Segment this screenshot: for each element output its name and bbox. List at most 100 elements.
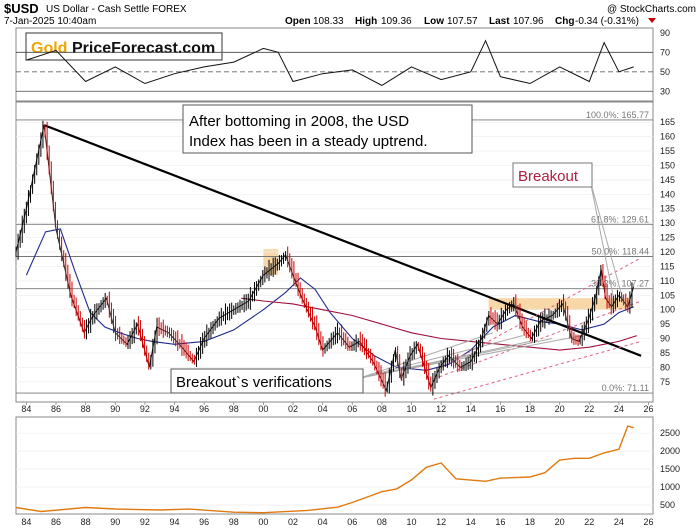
year-tick-label: 08: [377, 404, 387, 414]
year-tick-label: 94: [170, 517, 180, 527]
breakout-label: Breakout: [518, 168, 579, 185]
year-tick-label: 12: [436, 517, 446, 527]
year-tick-label: 00: [258, 404, 268, 414]
year-tick-label: 04: [318, 404, 328, 414]
year-tick-label: 02: [288, 404, 298, 414]
fibonacci-label: 0.0%: 71.11: [602, 383, 649, 393]
verification-box: [170, 368, 364, 394]
indicator-tick-label: 30: [660, 86, 670, 96]
price-tick-label: 145: [660, 175, 675, 185]
logo-box: [25, 32, 223, 61]
year-tick-label: 86: [51, 517, 61, 527]
price-tick-label: 140: [660, 189, 675, 199]
year-tick-label: 12: [436, 404, 446, 414]
bottom-tick-label: 2500: [660, 428, 680, 438]
down-arrow-icon: [648, 18, 656, 23]
price-tick-label: 75: [660, 377, 670, 387]
year-tick-label: 16: [495, 517, 505, 527]
channel-upper-line: [440, 257, 642, 368]
bottom-tick-label: 1000: [660, 482, 680, 492]
year-tick-label: 90: [110, 517, 120, 527]
indicator-layer: 90 70 50 30: [16, 28, 670, 96]
price-tick-label: 95: [660, 319, 670, 329]
chg-label: Chg: [555, 16, 574, 27]
year-tick-label: 10: [407, 517, 417, 527]
low-label: Low: [424, 16, 444, 27]
year-tick-label: 14: [466, 404, 476, 414]
price-tick-label: 160: [660, 132, 675, 142]
trendline-line: [43, 124, 642, 357]
price-series: [15, 120, 635, 397]
year-tick-label: 88: [81, 404, 91, 414]
year-tick-label: 26: [644, 517, 654, 527]
low-value: 107.57: [447, 16, 478, 27]
year-tick-label: 16: [495, 404, 505, 414]
year-tick-label: 98: [229, 517, 239, 527]
year-tick-label: 20: [555, 404, 565, 414]
breakout-pointer: [589, 179, 614, 296]
fibonacci-levels: 100.0%: 165.77 61.8%: 129.61 50.0%: 118.44…: [16, 110, 653, 394]
fibonacci-label: 50.0%: 118.44: [592, 247, 649, 257]
verification-pointer: [359, 335, 582, 379]
symbol-description: US Dollar - Cash Settle FOREX: [46, 4, 187, 15]
year-tick-label: 02: [288, 517, 298, 527]
year-tick-label: 24: [614, 404, 624, 414]
year-tick-label: 04: [318, 517, 328, 527]
year-tick-label: 22: [584, 517, 594, 527]
date-label: 7-Jan-2025 10:40am: [4, 16, 96, 27]
watermark: @ StockCharts.com: [607, 4, 696, 15]
price-tick-label: 150: [660, 160, 675, 170]
annotation-box: [182, 104, 473, 154]
price-tick-label: 120: [660, 247, 675, 257]
year-tick-label: 94: [170, 404, 180, 414]
year-tick-label: 88: [81, 517, 91, 527]
fibonacci-label: 61.8%: 129.61: [591, 214, 649, 224]
price-tick-label: 90: [660, 334, 670, 344]
indicator-tick-label: 70: [660, 47, 670, 57]
last-label: Last: [489, 16, 510, 27]
year-tick-label: 06: [347, 517, 357, 527]
bottom-series: 500 1000 1500 2000 2500: [15, 425, 680, 514]
year-tick-label: 84: [21, 404, 31, 414]
verification-pointer: [359, 335, 523, 379]
fibonacci-label: 100.0%: 165.77: [586, 110, 649, 120]
logo-gold: Gold: [31, 40, 67, 57]
price-tick-label: 165: [660, 117, 675, 127]
logo-rest: PriceForecast.com: [72, 40, 215, 57]
annotation-line-2: Index has been in a steady uptrend.: [189, 133, 428, 150]
fibonacci-label: 38.2%: 107.27: [591, 279, 649, 289]
verification-pointer: [359, 332, 494, 379]
year-tick-label: 90: [110, 404, 120, 414]
bottom-tick-label: 1500: [660, 464, 680, 474]
year-tick-label: 00: [258, 517, 268, 527]
year-tick-label: 92: [140, 404, 150, 414]
open-value: 108.33: [313, 16, 344, 27]
logo: Gold PriceForecast.com: [25, 32, 223, 61]
axes: 7580859095100105110115120125130135140145…: [21, 117, 675, 527]
year-tick-label: 20: [555, 517, 565, 527]
price-tick-label: 135: [660, 204, 675, 214]
year-tick-label: 18: [525, 404, 535, 414]
year-tick-label: 10: [407, 404, 417, 414]
year-tick-label: 96: [199, 517, 209, 527]
highlight-zone: [599, 298, 630, 310]
annotation-uptrend: After bottoming in 2008, the USD Index h…: [182, 104, 473, 154]
indicator-tick-label: 50: [660, 67, 670, 77]
symbol-label: $USD: [4, 1, 39, 16]
year-tick-label: 96: [199, 404, 209, 414]
price-tick-label: 105: [660, 290, 675, 300]
year-tick-label: 92: [140, 517, 150, 527]
year-tick-label: 22: [584, 404, 594, 414]
price-tick-label: 80: [660, 362, 670, 372]
verification-label: Breakout`s verifications: [176, 374, 332, 391]
price-tick-label: 110: [660, 276, 674, 286]
verification-callout: Breakout`s verifications: [170, 368, 364, 394]
price-tick-label: 115: [660, 261, 674, 271]
breakout-pointer: [589, 179, 624, 302]
price-tick-label: 85: [660, 348, 670, 358]
bottom-line: [15, 425, 634, 514]
moving-average-long-line: [241, 297, 637, 351]
year-tick-label: 08: [377, 517, 387, 527]
